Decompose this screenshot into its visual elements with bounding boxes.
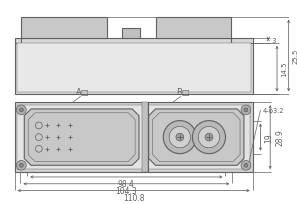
- Text: B□: B□: [176, 88, 189, 97]
- Circle shape: [241, 161, 251, 170]
- Circle shape: [192, 121, 225, 154]
- Text: 98.4: 98.4: [118, 179, 135, 188]
- Circle shape: [19, 108, 23, 112]
- Text: A□: A□: [76, 88, 89, 97]
- Bar: [15, 39, 253, 95]
- Text: 19: 19: [264, 133, 273, 142]
- Text: 104.3: 104.3: [116, 186, 137, 195]
- Text: 3: 3: [271, 38, 276, 44]
- Bar: [122, 29, 140, 39]
- Text: 4-φ3.2: 4-φ3.2: [263, 107, 284, 113]
- Polygon shape: [24, 109, 139, 165]
- Circle shape: [198, 127, 220, 148]
- Text: 25.5: 25.5: [293, 49, 297, 64]
- Bar: [156, 18, 231, 39]
- Circle shape: [241, 105, 251, 115]
- Text: 14.5: 14.5: [281, 62, 287, 77]
- Bar: [17, 44, 251, 93]
- Circle shape: [17, 161, 26, 170]
- Circle shape: [163, 121, 196, 154]
- Circle shape: [17, 105, 26, 115]
- Bar: [21, 18, 107, 39]
- Circle shape: [244, 108, 248, 112]
- Bar: [142, 103, 148, 172]
- Text: 110.8: 110.8: [123, 193, 144, 202]
- Circle shape: [205, 134, 213, 141]
- Circle shape: [244, 164, 248, 167]
- Circle shape: [176, 134, 184, 141]
- Bar: [15, 103, 253, 172]
- Circle shape: [19, 164, 23, 167]
- Polygon shape: [149, 109, 244, 165]
- Bar: [18, 105, 250, 169]
- Text: 28.9: 28.9: [275, 129, 284, 146]
- Circle shape: [169, 127, 190, 148]
